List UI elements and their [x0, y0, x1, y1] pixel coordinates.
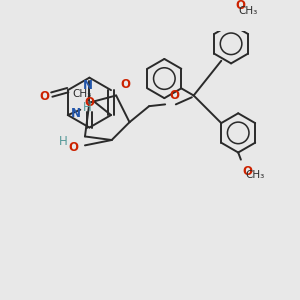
Text: O: O [243, 165, 253, 178]
Text: CH₃: CH₃ [72, 89, 92, 99]
Text: O: O [39, 90, 49, 103]
Text: H: H [83, 100, 92, 114]
Text: H: H [59, 135, 68, 148]
Text: CH₃: CH₃ [238, 6, 257, 16]
Text: N: N [70, 107, 80, 120]
Text: O: O [236, 0, 245, 12]
Text: O: O [169, 89, 180, 102]
Text: O: O [69, 141, 79, 154]
Text: O: O [121, 78, 130, 91]
Text: CH₃: CH₃ [245, 170, 265, 180]
Text: O: O [84, 96, 94, 109]
Text: N: N [82, 80, 93, 92]
